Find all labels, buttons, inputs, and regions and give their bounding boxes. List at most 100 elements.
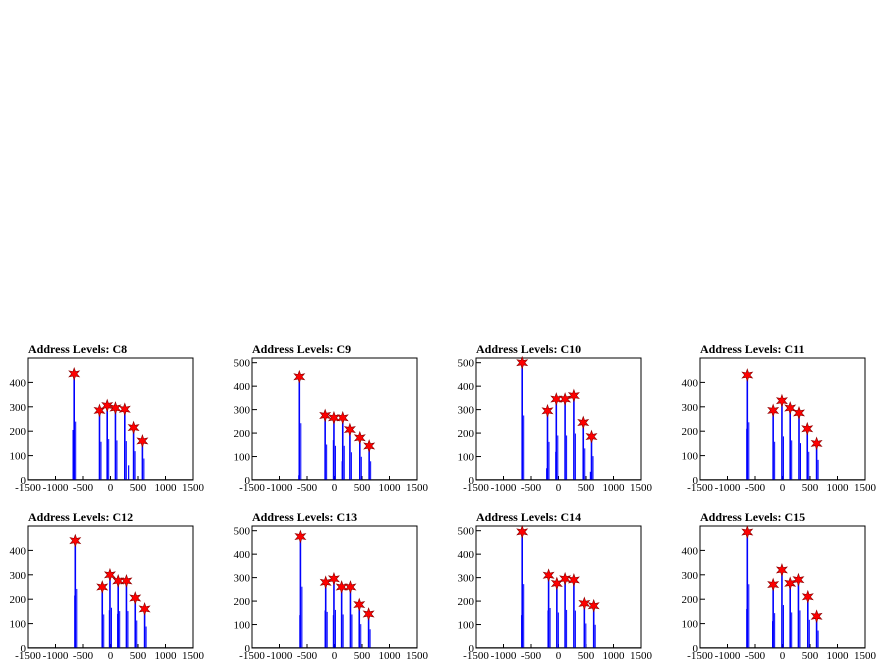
y-tick-label: 500 [458, 358, 475, 370]
y-tick-label: 100 [10, 451, 27, 463]
y-tick-label: 500 [234, 358, 251, 370]
y-tick-label: 400 [10, 377, 27, 389]
x-tick-label: -1000 [491, 650, 517, 662]
chart-panel: 0 100 200 300 400 500 -1500 -1000 -500 0 500 1000 15… [448, 504, 672, 672]
peak-marker [559, 571, 572, 586]
y-tick-label: 200 [682, 426, 699, 438]
x-tick-label: 500 [802, 482, 819, 494]
peak-marker [767, 403, 780, 418]
y-tick-label: 300 [458, 405, 475, 417]
x-tick-label: 1500 [630, 650, 653, 662]
chart-title: Address Levels: C10 [476, 342, 582, 356]
peak-marker [741, 525, 754, 540]
peak-marker [343, 422, 356, 437]
x-tick-label: -500 [745, 650, 766, 662]
x-tick-label: 1500 [182, 482, 205, 494]
chart-title: Address Levels: C14 [476, 510, 582, 524]
peak-marker [784, 401, 797, 415]
peak-marker [550, 576, 563, 591]
x-tick-label: -1500 [687, 650, 713, 662]
x-tick-label: -1500 [239, 650, 265, 662]
y-tick-label: 400 [234, 381, 251, 393]
chart-svg: 0 100 200 300 400 -1500 -1000 -500 0 500 1000 1500 [10, 357, 205, 494]
peak-marker [127, 420, 140, 435]
peak-marker [319, 408, 332, 423]
chart-title: Address Levels: C11 [700, 342, 805, 356]
chart-title: Address Levels: C15 [700, 510, 806, 524]
chart-title: Address Levels: C12 [28, 510, 134, 524]
peak-marker [363, 439, 376, 453]
peak-marker [327, 571, 340, 586]
x-tick-label: 1000 [827, 650, 850, 662]
x-tick-label: -500 [521, 650, 542, 662]
y-tick-label: 400 [682, 377, 699, 389]
y-tick-label: 200 [458, 428, 475, 440]
x-tick-label: -1000 [43, 650, 69, 662]
peak-marker [810, 436, 823, 451]
x-tick-label: -500 [297, 482, 318, 494]
y-tick-label: 200 [10, 426, 27, 438]
peak-marker [516, 524, 529, 539]
x-tick-label: 1500 [854, 650, 877, 662]
y-tick-label: 100 [10, 619, 27, 631]
peak-marker [784, 576, 797, 591]
peak-marker [775, 563, 788, 577]
peak-marker [775, 393, 788, 408]
chart-panel: 0 100 200 300 400 500 -1500 -1000 -500 0 500 1000 15… [224, 336, 448, 504]
y-tick-label: 0 [245, 475, 251, 487]
x-tick-label: 0 [556, 482, 562, 494]
y-tick-label: 0 [693, 475, 699, 487]
chart-title: Address Levels: C13 [252, 510, 358, 524]
peak-marker [741, 368, 754, 382]
chart-panel: 0 100 200 300 400 -1500 -1000 -500 0 500 1000 1500 A… [0, 336, 224, 504]
peak-marker [336, 410, 349, 425]
peak-marker [293, 369, 306, 384]
peak-marker [344, 580, 357, 594]
x-tick-label: -500 [73, 650, 94, 662]
y-tick-label: 0 [693, 643, 699, 655]
peak-marker [120, 573, 133, 588]
peak-marker [577, 415, 590, 430]
x-tick-label: 0 [556, 650, 562, 662]
x-tick-label: 1000 [379, 482, 402, 494]
peak-marker [68, 366, 81, 381]
plot-frame [27, 357, 194, 481]
x-tick-label: 500 [354, 482, 371, 494]
x-tick-label: -1000 [267, 650, 293, 662]
peak-marker [587, 598, 600, 613]
y-tick-label: 100 [458, 620, 475, 632]
chart-panel: 0 100 200 300 400 -1500 -1000 -500 0 500 1000 1500 A… [672, 504, 896, 672]
x-tick-label: -1500 [463, 650, 489, 662]
x-tick-label: -1000 [715, 650, 741, 662]
peak-marker [767, 577, 780, 592]
y-tick-label: 200 [458, 596, 475, 608]
y-tick-label: 0 [245, 643, 251, 655]
chart-panel: 0 100 200 300 400 -1500 -1000 -500 0 500 1000 1500 A… [672, 336, 896, 504]
peak-marker [578, 596, 591, 611]
peak-marker [567, 573, 580, 587]
x-tick-label: 1000 [603, 650, 626, 662]
x-tick-label: 500 [130, 482, 147, 494]
peak-marker [335, 580, 348, 594]
y-tick-label: 300 [682, 570, 699, 582]
x-tick-label: 1000 [827, 482, 850, 494]
x-tick-label: 1500 [854, 482, 877, 494]
y-tick-label: 0 [21, 643, 27, 655]
y-tick-label: 300 [10, 570, 27, 582]
x-tick-label: -1500 [687, 482, 713, 494]
x-tick-label: -1500 [239, 482, 265, 494]
peak-marker [319, 575, 332, 590]
y-tick-label: 400 [458, 381, 475, 393]
peak-marker [129, 591, 142, 605]
y-tick-label: 400 [458, 549, 475, 561]
x-tick-label: 500 [578, 482, 595, 494]
peak-marker [136, 434, 149, 448]
chart-title: Address Levels: C9 [252, 342, 352, 356]
x-tick-label: 0 [332, 482, 338, 494]
x-tick-label: -1500 [15, 650, 41, 662]
chart-svg: 0 100 200 300 400 500 -1500 -1000 -500 0 500 1000 15… [458, 355, 653, 494]
x-tick-label: -1000 [267, 482, 293, 494]
y-tick-label: 200 [234, 428, 251, 440]
plot-frame [475, 357, 642, 481]
